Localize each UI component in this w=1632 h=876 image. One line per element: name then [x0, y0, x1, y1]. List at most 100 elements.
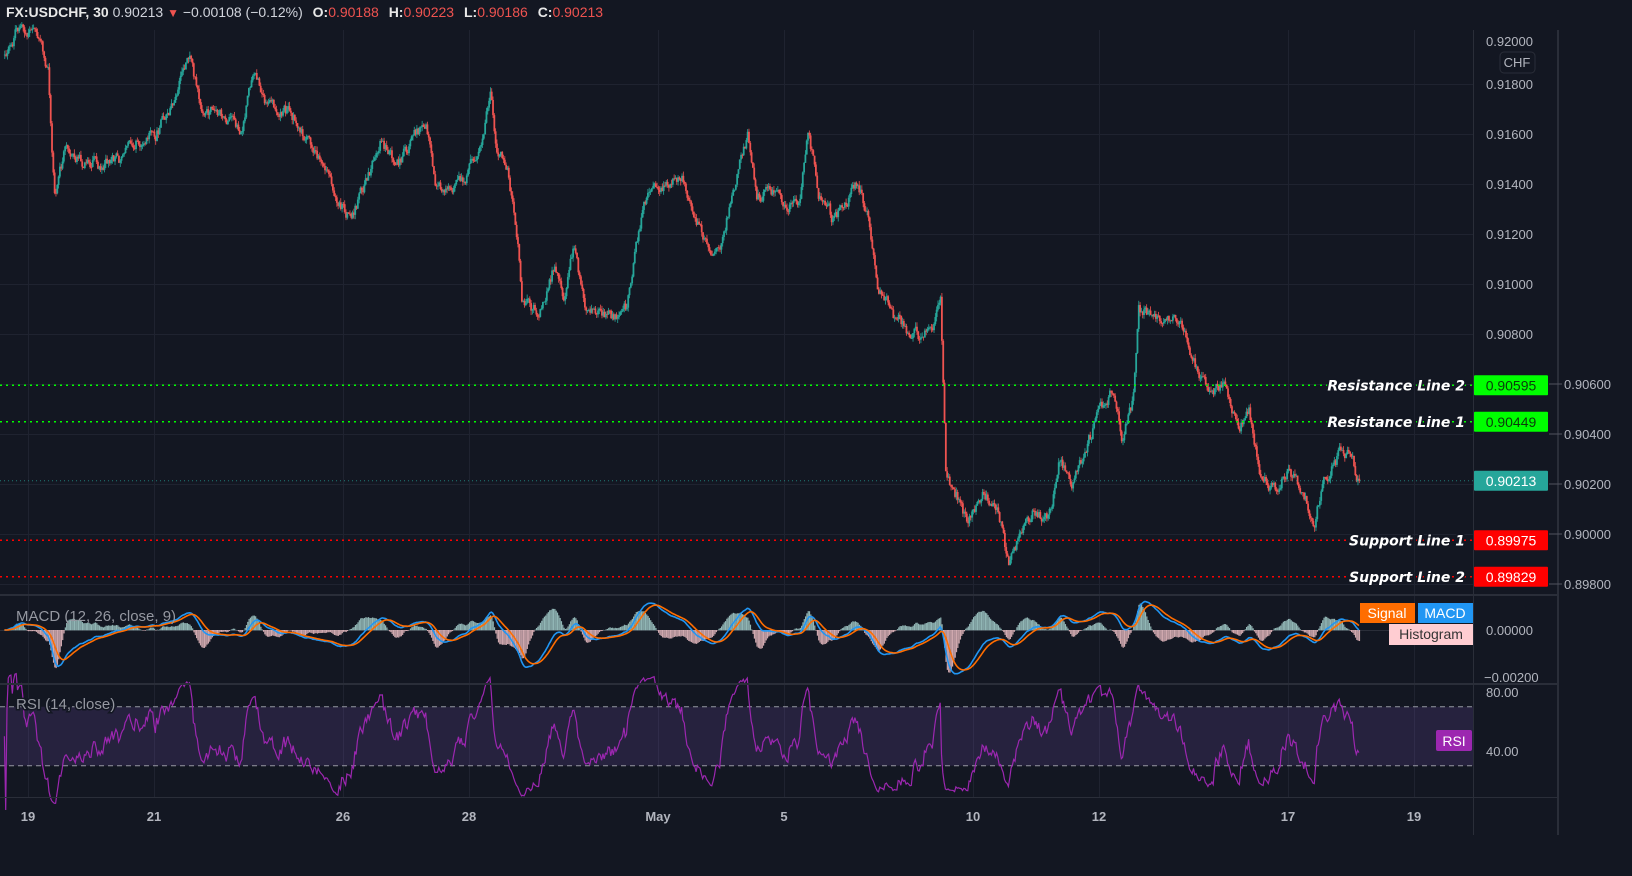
candle-body	[262, 93, 265, 96]
histogram-bar	[133, 627, 135, 631]
histogram-bar	[1057, 620, 1059, 631]
histogram-bar	[1322, 620, 1324, 631]
candle-body	[954, 489, 956, 497]
candle	[1034, 508, 1036, 519]
candle	[468, 162, 471, 175]
histogram-bar	[843, 627, 845, 631]
candle-body	[1211, 390, 1214, 392]
histogram-bar	[896, 629, 899, 631]
candle-body	[762, 192, 765, 201]
candle	[65, 142, 68, 150]
candle-body	[518, 244, 521, 261]
candle	[5, 50, 7, 58]
candle-body	[1105, 403, 1107, 406]
candle-wick	[1144, 306, 1146, 314]
candle-body	[488, 100, 490, 108]
candle-body	[191, 58, 194, 64]
candle	[230, 113, 233, 122]
histogram-bar	[685, 630, 687, 639]
candle-body	[161, 116, 164, 120]
histogram-bar	[1071, 630, 1073, 637]
level-label: Resistance Line 1	[1327, 415, 1465, 431]
histogram-bar	[316, 630, 318, 634]
signal-line	[4, 604, 1360, 671]
candle	[506, 165, 509, 171]
candle-body	[1270, 483, 1273, 488]
candle	[564, 292, 567, 305]
candle	[107, 159, 110, 168]
candle	[766, 184, 769, 192]
candle-body	[320, 159, 322, 162]
candle-body	[1027, 517, 1030, 522]
candle-body	[774, 191, 777, 193]
candle	[27, 28, 30, 39]
histogram-bar	[1307, 630, 1309, 635]
candle	[675, 177, 678, 185]
candle-body	[557, 272, 560, 279]
histogram-bar	[1113, 630, 1115, 633]
candle-body	[242, 121, 245, 132]
candle	[122, 153, 124, 158]
candle-body	[887, 296, 889, 303]
candle-body	[1170, 320, 1173, 322]
candle	[342, 201, 345, 208]
candle	[972, 509, 975, 515]
candle	[396, 158, 399, 165]
histogram-bar	[1294, 622, 1296, 631]
candle	[740, 152, 742, 164]
rsi-legend-label: RSI	[1442, 733, 1465, 749]
candle-body	[438, 182, 441, 186]
candle	[682, 171, 685, 185]
histogram-bar	[1181, 630, 1183, 638]
price-tag	[1474, 530, 1548, 551]
candle-body	[842, 207, 845, 209]
histogram-bar	[940, 617, 942, 631]
histogram-bar	[1205, 630, 1207, 636]
candle-body	[808, 132, 811, 136]
histogram-bar	[181, 622, 183, 631]
histogram-bar	[903, 625, 905, 631]
symbol-label[interactable]: FX:USDCHF, 30	[6, 4, 109, 20]
histogram-bar	[600, 630, 602, 632]
histogram-bar	[80, 620, 82, 631]
candle-body	[181, 71, 183, 76]
candle	[28, 26, 31, 38]
candle	[161, 113, 164, 120]
histogram-bar	[136, 627, 139, 631]
candle-wick	[652, 181, 654, 190]
candle-body	[471, 158, 473, 160]
candle-body	[1067, 472, 1069, 474]
candle-body	[1286, 471, 1288, 480]
candle-body	[671, 178, 674, 185]
candle-body	[227, 121, 229, 125]
candle-body	[175, 95, 178, 97]
candle	[1158, 315, 1161, 325]
candle-body	[763, 189, 766, 193]
candle-body	[458, 176, 460, 180]
candle	[632, 262, 635, 278]
candle-body	[682, 175, 685, 182]
candle-body	[1098, 405, 1101, 409]
histogram-bar	[700, 630, 702, 641]
candle-body	[668, 185, 670, 188]
candle-body	[402, 148, 405, 157]
candle	[368, 171, 371, 176]
candle-body	[912, 333, 914, 339]
candle-body	[545, 291, 548, 301]
candle	[1207, 383, 1210, 392]
candle	[339, 198, 342, 211]
candle	[465, 173, 468, 186]
candle-body	[1278, 489, 1281, 492]
histogram-bar	[497, 630, 500, 643]
candle-body	[997, 507, 1000, 513]
candle-body	[221, 116, 224, 118]
candle-wick	[1042, 515, 1044, 523]
candle-body	[304, 139, 307, 141]
histogram-bar	[1088, 625, 1090, 631]
candle	[1271, 482, 1274, 488]
candle-wick	[1033, 508, 1035, 512]
candle-body	[1156, 315, 1159, 319]
candle-body	[66, 144, 69, 149]
candle	[249, 86, 252, 91]
